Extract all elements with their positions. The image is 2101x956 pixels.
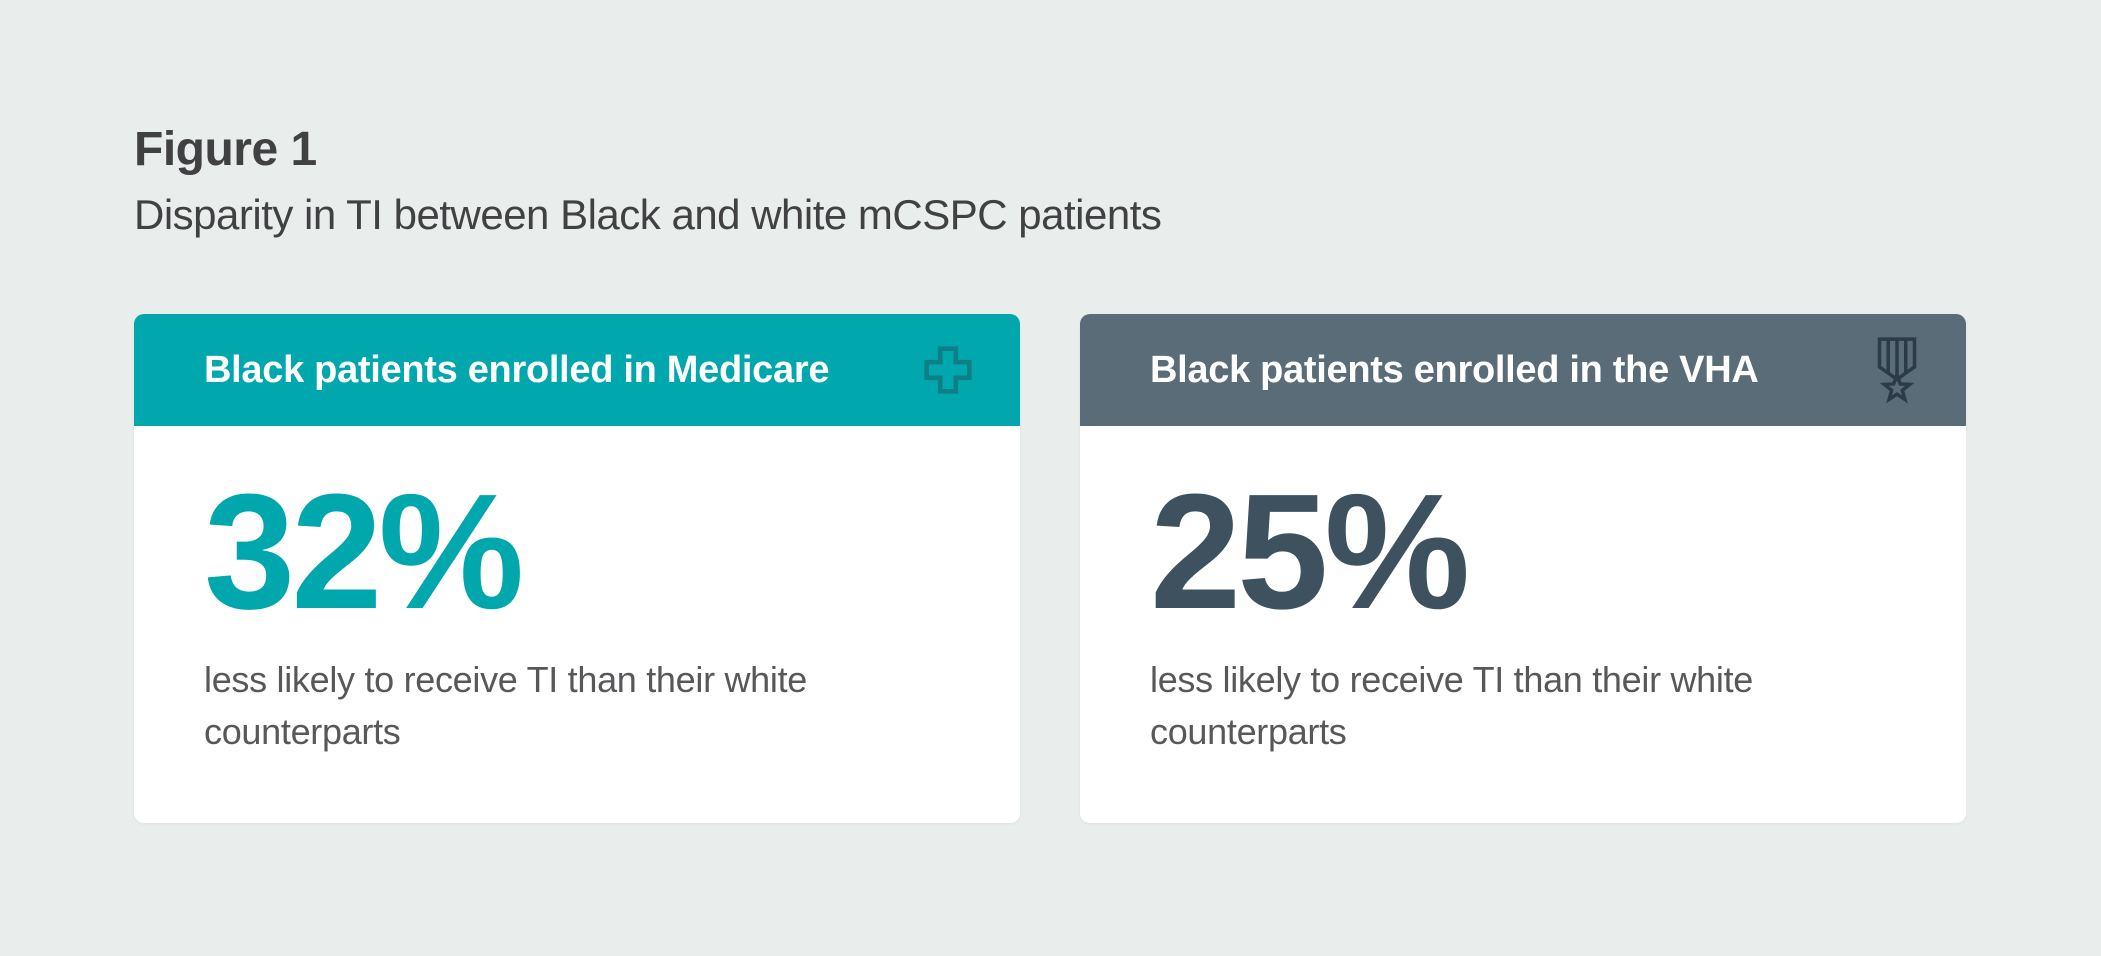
stat-value-vha: 25% bbox=[1150, 460, 1470, 643]
military-medal-icon bbox=[1874, 336, 1920, 404]
figure-label: Figure 1 bbox=[134, 123, 317, 176]
card-vha-header-label: Black patients enrolled in the VHA bbox=[1150, 348, 1759, 391]
stat-description-vha: less likely to receive TI than their whi… bbox=[1150, 659, 1754, 753]
stat-value-medicare: 32% bbox=[204, 460, 524, 643]
card-medicare-header-label: Black patients enrolled in Medicare bbox=[204, 348, 830, 391]
card-medicare-body: 32% less likely to receive TI than their… bbox=[134, 426, 1020, 758]
card-vha-header: Black patients enrolled in the VHA bbox=[1080, 314, 1966, 426]
card-vha-body: 25% less likely to receive TI than their… bbox=[1080, 426, 1966, 758]
card-medicare: Black patients enrolled in Medicare 32% … bbox=[134, 314, 1020, 823]
stat-cards-row: Black patients enrolled in Medicare 32% … bbox=[134, 314, 1967, 823]
card-vha: Black patients enrolled in the VHA 25% l… bbox=[1080, 314, 1966, 823]
stat-description-medicare: less likely to receive TI than their whi… bbox=[204, 659, 808, 753]
card-medicare-header: Black patients enrolled in Medicare bbox=[134, 314, 1020, 426]
medical-cross-icon bbox=[922, 344, 974, 396]
figure-title: Disparity in TI between Black and white … bbox=[134, 191, 1162, 238]
